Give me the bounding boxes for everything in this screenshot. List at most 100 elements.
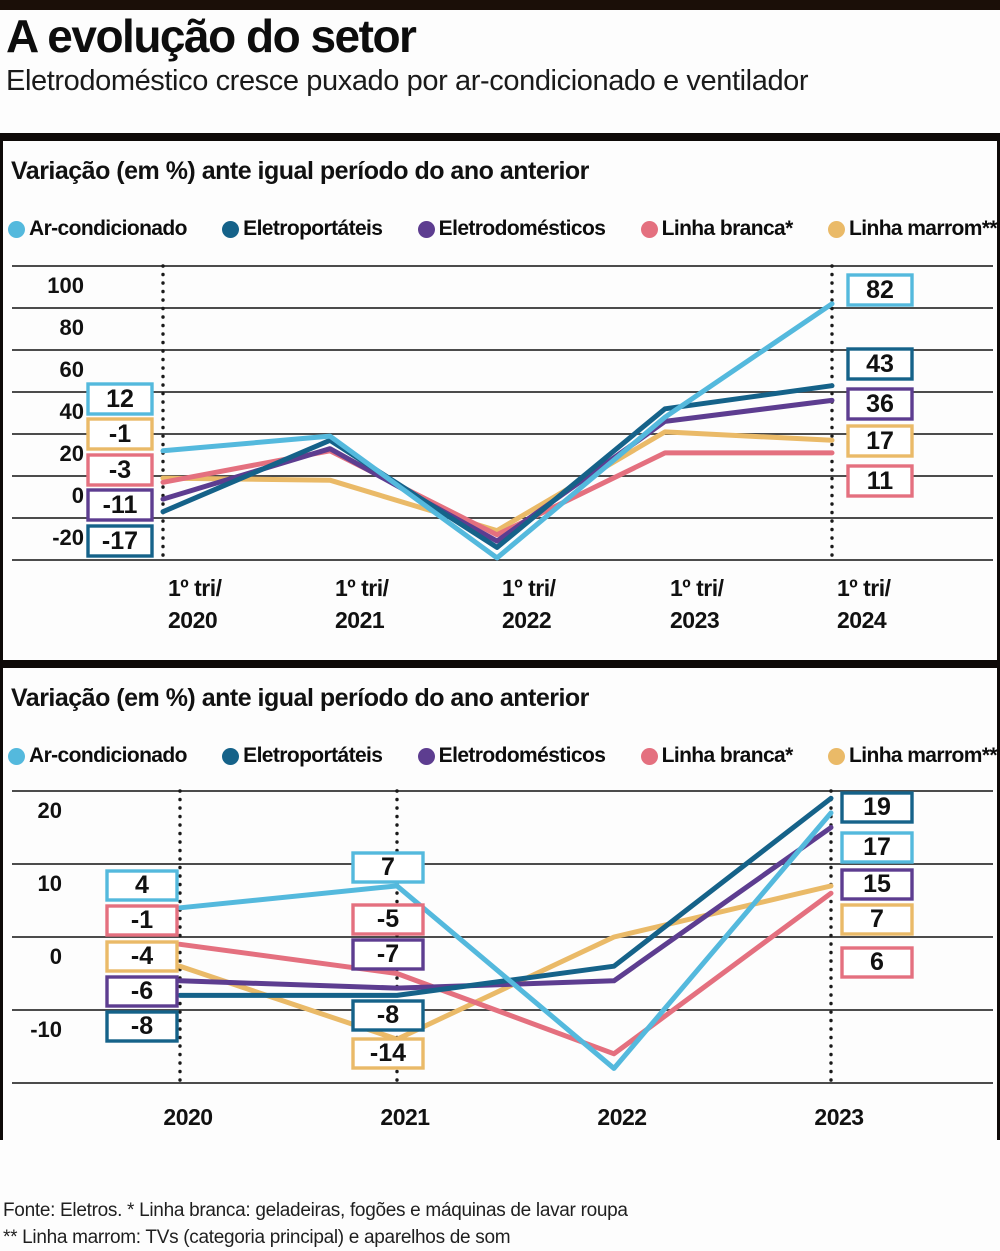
- value-label: 6: [870, 948, 884, 976]
- y-axis-tick-label: 20: [60, 441, 84, 466]
- value-label: 17: [866, 427, 894, 455]
- value-label-box: [105, 904, 179, 937]
- value-label-box: [351, 938, 425, 971]
- footer: Fonte: Eletros. * Linha branca: geladeir…: [3, 1198, 993, 1251]
- legend-label: Ar-condicionado: [29, 217, 187, 240]
- page-title: A evolução do setor: [6, 10, 417, 62]
- top-bar: [0, 0, 1000, 10]
- y-axis-tick-label: 0: [50, 944, 62, 969]
- value-label-box: [840, 903, 914, 936]
- quarterly-chart-panel: Variação (em %) ante igual período do an…: [0, 133, 1000, 660]
- legend-label: Eletroportáteis: [243, 217, 383, 240]
- footnote: ** Linha marrom: TVs (categoria principa…: [3, 1226, 511, 1248]
- legend-label: Eletrodomésticos: [438, 744, 606, 767]
- yearly-line-chart: 20 10 0 -10 2020 2021 2022 2023 4 -1 -4 -6 -8 7 -5 -7 -8…: [12, 789, 993, 1130]
- page-subtitle: Eletrodoméstico cresce puxado por ar-con…: [6, 65, 809, 98]
- value-label: -17: [102, 527, 138, 555]
- value-label-box: [86, 488, 154, 522]
- value-label: -4: [131, 942, 153, 970]
- value-label: -11: [103, 491, 138, 519]
- value-label-box: [86, 417, 154, 451]
- value-label: 17: [863, 833, 891, 861]
- legend-item: Linha marrom**: [828, 744, 998, 768]
- legend-label: Ar-condicionado: [29, 744, 187, 767]
- x-axis-label: 1º tri/: [670, 575, 725, 601]
- source-note: Fonte: Eletros. * Linha branca: geladeir…: [3, 1200, 628, 1221]
- legend-dot-icon: [222, 747, 240, 765]
- value-label: -7: [377, 940, 399, 968]
- value-label: 12: [106, 385, 134, 413]
- value-label-box: [351, 999, 425, 1032]
- value-label-box: [351, 903, 425, 936]
- y-axis-tick-label: -20: [52, 525, 84, 550]
- yearly-chart-panel: Variação (em %) ante igual período do an…: [0, 660, 1000, 1140]
- x-axis-label: 2023: [814, 1104, 863, 1130]
- x-axis-label: 1º tri/: [837, 575, 892, 601]
- series-line-1: [177, 795, 834, 998]
- value-label: 43: [866, 350, 894, 378]
- legend-dot-icon: [8, 220, 25, 238]
- value-label-box: [351, 851, 425, 884]
- x-axis-label: 2020: [168, 607, 217, 633]
- x-axis-label: 2024: [837, 607, 887, 633]
- legend-label: Eletroportáteis: [243, 744, 383, 767]
- value-label: 36: [866, 390, 894, 418]
- legend-item: Eletroportáteis: [222, 744, 383, 768]
- legend-item: Linha branca*: [640, 744, 793, 768]
- value-label-box: [846, 424, 914, 458]
- value-label: -8: [131, 1012, 153, 1040]
- legend-item: Eletrodomésticos: [417, 217, 606, 241]
- value-label-box: [846, 273, 914, 307]
- x-axis-label: 2020: [163, 1104, 212, 1130]
- x-axis-label: 2023: [670, 607, 719, 633]
- value-label: 11: [867, 467, 894, 495]
- value-label-box: [840, 868, 914, 901]
- y-axis-tick-label: 40: [60, 399, 84, 424]
- legend-dot-icon: [222, 220, 240, 238]
- legend-dot-icon: [828, 220, 845, 238]
- value-label: 7: [381, 853, 395, 881]
- value-label: -1: [131, 906, 153, 934]
- y-axis-tick-label: 60: [60, 357, 84, 382]
- chart2-legend: Ar-condicionado Eletroportáteis Eletrodo…: [3, 744, 998, 768]
- legend-dot-icon: [640, 220, 658, 238]
- legend-dot-icon: [640, 747, 658, 765]
- chart2-title: Variação (em %) ante igual período do an…: [11, 684, 589, 712]
- x-axis-label: 2022: [502, 607, 551, 633]
- value-label-box: [351, 1037, 425, 1070]
- value-label: -14: [370, 1039, 406, 1067]
- x-axis-label: 1º tri/: [168, 575, 223, 601]
- value-label: -8: [377, 1001, 399, 1029]
- x-axis-label: 2021: [380, 1104, 430, 1130]
- legend-item: Linha branca*: [640, 217, 793, 241]
- value-label: -5: [377, 905, 399, 933]
- value-label: 19: [863, 793, 891, 821]
- legend-dot-icon: [8, 747, 25, 765]
- y-axis-tick-label: 100: [47, 273, 84, 298]
- series-line-2: [177, 825, 834, 991]
- value-label-box: [846, 387, 914, 421]
- series-line-0: [177, 810, 834, 1071]
- x-axis-label: 1º tri/: [335, 575, 390, 601]
- y-axis-tick-label: 10: [38, 871, 62, 896]
- legend-label: Linha marrom**: [849, 217, 998, 240]
- value-label-box: [846, 347, 914, 381]
- legend-item: Eletroportáteis: [222, 217, 383, 241]
- value-label: -6: [131, 977, 153, 1005]
- legend-dot-icon: [417, 747, 435, 765]
- value-label-box: [105, 975, 179, 1008]
- value-label: 15: [863, 870, 891, 898]
- chart1-title: Variação (em %) ante igual período do an…: [11, 157, 589, 185]
- legend-dot-icon: [417, 220, 435, 238]
- legend-item: Eletrodomésticos: [417, 744, 606, 768]
- y-axis-tick-label: 20: [38, 798, 62, 823]
- legend-item: Ar-condicionado: [8, 217, 187, 241]
- value-label-box: [105, 869, 179, 902]
- x-axis-label: 2022: [597, 1104, 646, 1130]
- value-label-box: [86, 453, 154, 487]
- value-label-box: [86, 524, 154, 558]
- y-axis-tick-label: 80: [60, 315, 84, 340]
- legend-item: Ar-condicionado: [8, 744, 187, 768]
- value-label: -1: [109, 420, 131, 448]
